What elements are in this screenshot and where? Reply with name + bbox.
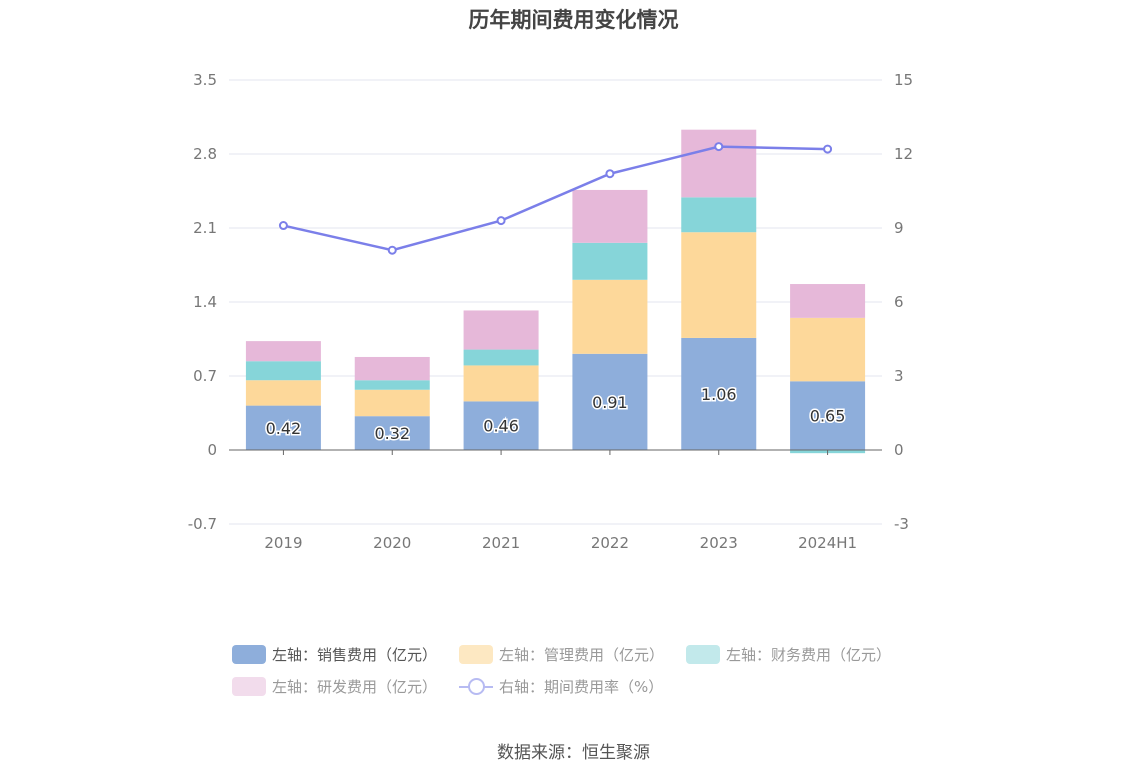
expense-ratio-point [605, 169, 615, 179]
left-axis-tick-label: 0 [207, 441, 217, 459]
bar-sales [354, 416, 430, 450]
bar-data-label: 0.91 [592, 393, 628, 412]
bar-data-label: 0.32 [374, 424, 410, 443]
right-axis-tick-label: 3 [894, 367, 904, 385]
expense-ratio-point [714, 142, 724, 152]
right-axis-tick-label: 12 [894, 145, 913, 163]
bar-data-label: 0.42 [266, 419, 302, 438]
chart-title: 历年期间费用变化情况 [468, 8, 679, 32]
bar-rnd [463, 310, 539, 350]
legend-label-admin: 左轴：管理费用（亿元） [499, 645, 665, 664]
bar-rnd [572, 189, 648, 243]
x-axis-tick-label: 2021 [482, 534, 520, 552]
bar-data-label: 0.46 [483, 417, 519, 436]
bar-rnd [354, 356, 430, 381]
legend-label-expense-ratio: 右轴：期间费用率（%） [499, 677, 664, 696]
x-axis-tick-label: 2019 [264, 534, 302, 552]
bar-sales [790, 381, 866, 450]
legend-label-finance: 左轴：财务费用（亿元） [726, 645, 892, 664]
bar-admin [572, 279, 648, 354]
legend-item-expense-ratio[interactable]: 右轴：期间费用率（%） [459, 676, 663, 697]
legend-swatch-finance [686, 644, 721, 664]
x-axis-tick-label: 2020 [373, 534, 411, 552]
legend-item-finance[interactable]: 左轴：财务费用（亿元） [686, 644, 891, 665]
expense-ratio-point [278, 221, 288, 231]
legend-label-sales: 左轴：销售费用（亿元） [272, 645, 438, 664]
bar-finance [245, 361, 321, 381]
bar-finance [354, 380, 430, 390]
bar-sales [681, 337, 757, 450]
legend-swatch-admin [459, 644, 494, 664]
bar-admin [463, 365, 539, 402]
bar-admin [681, 232, 757, 338]
x-axis-tick-label: 2023 [700, 534, 738, 552]
expense-ratio-point [823, 144, 833, 154]
left-axis-tick-label: -0.7 [188, 515, 217, 533]
x-axis-tick-label: 2024H1 [798, 534, 857, 552]
data-source: 数据来源：恒生聚源 [497, 743, 650, 763]
bar-data-label: 0.65 [810, 407, 846, 426]
bar-rnd [681, 129, 757, 198]
expense-ratio-point [387, 245, 397, 255]
left-axis-tick-label: 3.5 [193, 71, 217, 89]
bar-admin [245, 380, 321, 406]
legend-swatch-sales [232, 644, 266, 664]
legend-item-rnd[interactable]: 左轴：研发费用（亿元） [232, 676, 437, 697]
chart-legend: 左轴：销售费用（亿元） 左轴：管理费用（亿元） 左轴：财务费用（亿元） 左轴：研… [232, 638, 932, 702]
expense-ratio-point [496, 216, 506, 226]
right-axis-tick-label: 6 [894, 293, 904, 311]
bar-sales [572, 353, 648, 450]
left-axis-tick-label: 0.7 [193, 367, 217, 385]
left-axis-tick-label: 1.4 [193, 293, 217, 311]
bar-admin [354, 389, 430, 417]
legend-item-sales[interactable]: 左轴：销售费用（亿元） [232, 644, 437, 665]
bar-rnd [790, 284, 866, 318]
legend-swatch-rnd [232, 676, 266, 696]
bar-sales [245, 405, 321, 450]
bar-sales [463, 401, 539, 450]
right-axis-tick-label: -3 [894, 515, 909, 533]
right-axis-tick-label: 9 [894, 219, 904, 237]
bar-admin [790, 317, 866, 382]
right-axis-tick-label: 0 [894, 441, 904, 459]
left-axis-tick-label: 2.8 [193, 145, 217, 163]
left-axis-tick-label: 2.1 [193, 219, 217, 237]
bar-finance [463, 349, 539, 366]
bar-finance [572, 242, 648, 280]
bar-rnd [245, 341, 321, 362]
legend-label-rnd: 左轴：研发费用（亿元） [272, 677, 438, 696]
expense-ratio-line [283, 145, 828, 252]
legend-item-admin[interactable]: 左轴：管理费用（亿元） [459, 644, 664, 665]
bar-finance [681, 197, 757, 233]
right-axis-tick-label: 15 [894, 71, 913, 89]
legend-swatch-expense-ratio [459, 677, 494, 696]
bar-data-label: 1.06 [701, 385, 737, 404]
x-axis-tick-label: 2022 [591, 534, 629, 552]
